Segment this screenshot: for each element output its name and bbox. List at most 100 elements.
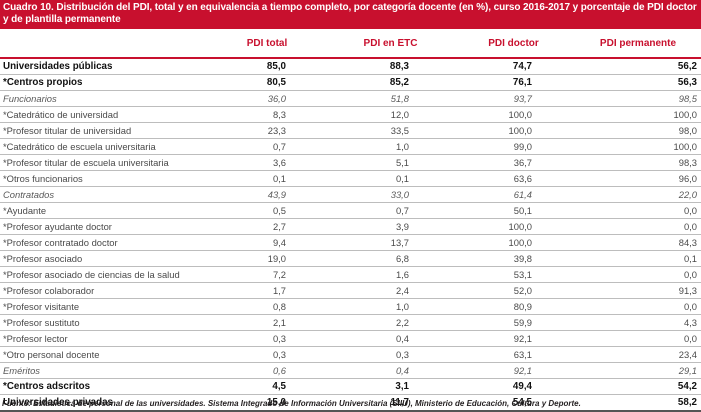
table-row: *Profesor sustituto 2,1 2,2 59,9 4,3 (0, 314, 701, 331)
cell-pdi-permanente: 22,0 (575, 186, 701, 203)
cell-pdi-doctor: 50,1 (452, 202, 575, 219)
row-label: *Profesor asociado de ciencias de la sal… (0, 266, 205, 283)
cell-pdi-doctor: 53,1 (452, 266, 575, 283)
cell-pdi-permanente: 98,5 (575, 90, 701, 107)
cell-pdi-doctor: 100,0 (452, 122, 575, 139)
table-row: *Profesor visitante 0,8 1,0 80,9 0,0 (0, 298, 701, 315)
cell-pdi-etc: 0,7 (329, 202, 452, 219)
cell-pdi-doctor: 61,4 (452, 186, 575, 203)
cell-pdi-permanente: 100,0 (575, 106, 701, 123)
cell-pdi-total: 15,0 (205, 394, 329, 412)
cell-pdi-etc: 11,7 (329, 394, 452, 412)
cell-pdi-etc: 33,5 (329, 122, 452, 139)
cell-pdi-total: 43,9 (205, 186, 329, 203)
cell-pdi-permanente: 0,1 (575, 250, 701, 267)
cell-pdi-etc: 2,2 (329, 314, 452, 331)
table-row: *Profesor contratado doctor 9,4 13,7 100,0 8… (0, 234, 701, 251)
table-row: *Profesor ayudante doctor 2,7 3,9 100,0 0,0 (0, 218, 701, 235)
cell-pdi-total: 0,1 (205, 170, 329, 187)
row-label: *Profesor ayudante doctor (0, 218, 205, 235)
table-title: Cuadro 10. Distribución del PDI, total y… (0, 0, 701, 29)
cell-pdi-doctor: 76,1 (452, 74, 575, 91)
cell-pdi-etc: 0,4 (329, 330, 452, 347)
row-label: *Profesor colaborador (0, 282, 205, 299)
cell-pdi-etc: 3,1 (329, 378, 452, 395)
cell-pdi-permanente: 84,3 (575, 234, 701, 251)
cell-pdi-etc: 0,4 (329, 362, 452, 379)
cell-pdi-doctor: 52,0 (452, 282, 575, 299)
cell-pdi-etc: 1,0 (329, 298, 452, 315)
cell-pdi-total: 9,4 (205, 234, 329, 251)
table-row: *Ayudante 0,5 0,7 50,1 0,0 (0, 202, 701, 219)
header-pdi-doctor: PDI doctor (488, 38, 539, 49)
table-row: *Otros funcionarios 0,1 0,1 63,6 96,0 (0, 170, 701, 187)
cell-pdi-permanente: 58,2 (575, 394, 701, 412)
header-pdi-etc: PDI en ETC (363, 38, 418, 49)
row-label: *Profesor lector (0, 330, 205, 347)
cell-pdi-permanente: 23,4 (575, 346, 701, 363)
row-label: *Otro personal docente (0, 346, 205, 363)
cell-pdi-total: 36,0 (205, 90, 329, 107)
cell-pdi-etc: 6,8 (329, 250, 452, 267)
table-row: Funcionarios 36,0 51,8 93,7 98,5 (0, 90, 701, 107)
cell-pdi-permanente: 56,2 (575, 57, 701, 75)
cell-pdi-total: 3,6 (205, 154, 329, 171)
header-row: PDI total PDI en ETC PDI doctor PDI perm… (0, 30, 701, 58)
cell-pdi-doctor: 54,5 (452, 394, 575, 412)
cell-pdi-etc: 13,7 (329, 234, 452, 251)
cell-pdi-etc: 33,0 (329, 186, 452, 203)
header-category (0, 30, 205, 58)
row-label: *Profesor sustituto (0, 314, 205, 331)
cell-pdi-etc: 0,1 (329, 170, 452, 187)
cell-pdi-doctor: 39,8 (452, 250, 575, 267)
table-row: *Profesor lector 0,3 0,4 92,1 0,0 (0, 330, 701, 347)
table-row: *Otro personal docente 0,3 0,3 63,1 23,4 (0, 346, 701, 363)
cell-pdi-permanente: 54,2 (575, 378, 701, 395)
cell-pdi-doctor: 100,0 (452, 234, 575, 251)
cell-pdi-doctor: 49,4 (452, 378, 575, 395)
header-pdi-permanente: PDI permanente (599, 38, 677, 49)
cell-pdi-permanente: 0,0 (575, 202, 701, 219)
row-label: *Profesor titular de escuela universitar… (0, 154, 205, 171)
cell-pdi-total: 7,2 (205, 266, 329, 283)
row-label: Universidades públicas (0, 57, 205, 75)
cell-pdi-doctor: 63,1 (452, 346, 575, 363)
row-label: *Profesor titular de universidad (0, 122, 205, 139)
table-row: *Profesor titular de universidad 23,3 33,5… (0, 122, 701, 139)
cell-pdi-doctor: 100,0 (452, 106, 575, 123)
table-row: Eméritos 0,6 0,4 92,1 29,1 (0, 362, 701, 379)
cell-pdi-doctor: 92,1 (452, 362, 575, 379)
cell-pdi-etc: 1,0 (329, 138, 452, 155)
cell-pdi-total: 23,3 (205, 122, 329, 139)
cell-pdi-permanente: 0,0 (575, 298, 701, 315)
table-row: Universidades privadas 15,0 11,7 54,5 58,2 (0, 394, 701, 412)
row-label: Funcionarios (0, 90, 205, 107)
cell-pdi-permanente: 0,0 (575, 218, 701, 235)
cell-pdi-permanente: 29,1 (575, 362, 701, 379)
cell-pdi-total: 19,0 (205, 250, 329, 267)
table-row: *Centros adscritos 4,5 3,1 49,4 54,2 (0, 378, 701, 395)
row-label: *Centros adscritos (0, 378, 205, 395)
cell-pdi-etc: 12,0 (329, 106, 452, 123)
cell-pdi-permanente: 56,3 (575, 74, 701, 91)
table-row: Universidades públicas 85,0 88,3 74,7 56,2 (0, 57, 701, 75)
table-row: *Catedrático de universidad 8,3 12,0 100,0 1… (0, 106, 701, 123)
cell-pdi-doctor: 74,7 (452, 57, 575, 75)
cell-pdi-total: 4,5 (205, 378, 329, 395)
cell-pdi-permanente: 0,0 (575, 266, 701, 283)
cell-pdi-permanente: 96,0 (575, 170, 701, 187)
cell-pdi-total: 0,8 (205, 298, 329, 315)
cell-pdi-etc: 85,2 (329, 74, 452, 91)
row-label: Contratados (0, 186, 205, 203)
cell-pdi-permanente: 0,0 (575, 330, 701, 347)
table-row: Contratados 43,9 33,0 61,4 22,0 (0, 186, 701, 203)
cell-pdi-total: 0,6 (205, 362, 329, 379)
row-label: Eméritos (0, 362, 205, 379)
table-row: *Profesor asociado 19,0 6,8 39,8 0,1 (0, 250, 701, 267)
row-label: *Profesor asociado (0, 250, 205, 267)
cell-pdi-etc: 0,3 (329, 346, 452, 363)
cell-pdi-etc: 3,9 (329, 218, 452, 235)
cell-pdi-etc: 2,4 (329, 282, 452, 299)
table-row: *Profesor titular de escuela universitar… (0, 154, 701, 171)
cell-pdi-doctor: 80,9 (452, 298, 575, 315)
